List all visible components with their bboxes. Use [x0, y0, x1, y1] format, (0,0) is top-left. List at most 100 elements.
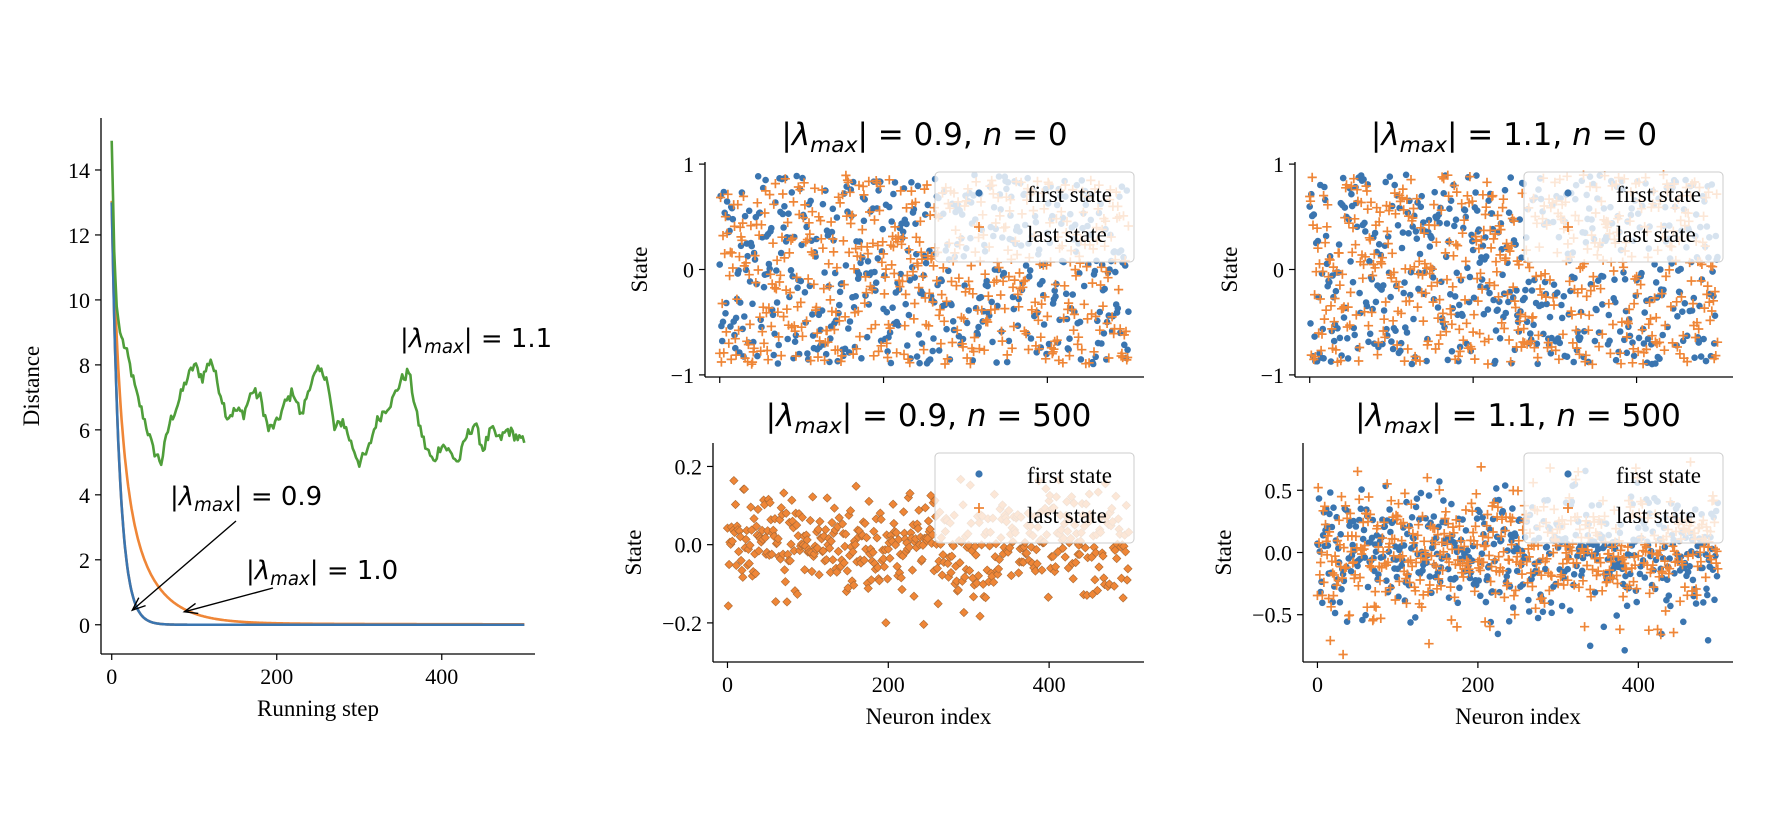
last-state-point — [755, 312, 765, 322]
first-state-point — [1490, 540, 1498, 548]
last-state-point — [893, 231, 903, 242]
series-line-green — [110, 140, 526, 468]
first-state-point — [1692, 600, 1700, 607]
last-state-point — [1084, 358, 1094, 368]
y-tick-label: −1 — [671, 363, 694, 388]
last-state-point — [1037, 299, 1047, 309]
first-state-point — [1556, 339, 1564, 347]
last-state-point — [753, 265, 763, 275]
x-tick-label: 400 — [1622, 672, 1655, 697]
last-state-point — [869, 215, 880, 225]
first-state-point — [1096, 308, 1104, 316]
last-state-point — [828, 234, 838, 244]
last-state-point — [800, 200, 810, 210]
last-state-point — [1032, 307, 1042, 317]
first-state-point — [1505, 298, 1512, 306]
label-lambda: λ — [177, 482, 194, 512]
last-state-point — [996, 290, 1006, 300]
first-state-point — [1358, 486, 1365, 493]
first-state-point — [1435, 211, 1443, 218]
last-state-point — [786, 235, 796, 245]
last-state-point — [779, 253, 789, 263]
last-state-point — [1318, 266, 1328, 277]
first-state-point — [1334, 325, 1341, 332]
first-state-point — [1114, 305, 1122, 312]
first-state-point — [1425, 492, 1433, 499]
last-state-point — [1020, 275, 1030, 285]
last-state-point — [878, 249, 889, 259]
last-state-point — [819, 284, 829, 294]
last-state-point — [874, 205, 885, 216]
last-state-point — [840, 312, 850, 322]
first-state-point — [1550, 281, 1558, 289]
last-state-point — [1321, 305, 1331, 315]
first-state-point — [1704, 591, 1711, 599]
y-tick-label: 14 — [68, 158, 90, 183]
first-state-point — [913, 353, 921, 360]
first-state-point — [865, 301, 873, 308]
last-state-point — [765, 190, 775, 200]
first-state-point — [1451, 222, 1458, 230]
last-state-point — [914, 283, 924, 293]
first-state-point — [1456, 301, 1463, 309]
last-state-point — [860, 272, 871, 282]
last-state-point — [1103, 273, 1113, 283]
last-state-point — [832, 263, 842, 273]
first-state-point — [1452, 216, 1460, 223]
last-state-point — [934, 310, 944, 320]
title-part: n — [967, 398, 987, 434]
last-state-point — [883, 352, 893, 363]
first-state-point — [1641, 309, 1648, 316]
last-state-point — [885, 323, 895, 333]
first-state-point — [905, 311, 913, 319]
last-state-point — [1314, 259, 1325, 269]
first-state-point — [1507, 174, 1514, 181]
last-state-point — [1096, 280, 1106, 290]
last-state-point — [915, 216, 925, 226]
first-state-point — [1076, 269, 1083, 277]
first-state-point — [1543, 543, 1551, 551]
first-state-point — [1473, 207, 1481, 214]
last-state-point — [915, 237, 925, 247]
last-state-point — [797, 331, 808, 341]
first-state-point — [1484, 306, 1492, 313]
first-state-point — [959, 335, 967, 343]
last-state-point — [888, 242, 898, 252]
last-state-point — [792, 272, 802, 282]
first-state-point — [943, 325, 950, 333]
last-state-point — [1069, 325, 1079, 335]
first-state-point — [1403, 329, 1411, 336]
last-state-point — [1091, 311, 1101, 321]
last-state-point — [977, 305, 987, 315]
last-state-point — [804, 218, 814, 228]
first-state-point — [938, 277, 945, 285]
first-state-point — [1362, 228, 1369, 235]
first-state-point — [1446, 205, 1453, 212]
last-state-point — [928, 297, 938, 307]
title-part: | — [1371, 117, 1381, 153]
first-state-point — [1330, 337, 1338, 345]
first-state-point — [1470, 294, 1478, 302]
last-state-point — [1077, 345, 1087, 355]
first-state-point — [1494, 630, 1502, 638]
first-state-point — [1462, 527, 1470, 534]
first-state-point — [1005, 337, 1013, 345]
last-state-point — [1101, 267, 1111, 277]
first-state-point — [1430, 513, 1438, 520]
last-state-point — [899, 349, 909, 359]
y-axis-label: State — [621, 530, 646, 576]
first-state-point — [1077, 356, 1085, 363]
first-state-point — [1402, 171, 1410, 179]
first-state-point — [1486, 289, 1493, 297]
first-state-point — [863, 333, 871, 341]
legend-label-last: last state — [1616, 503, 1696, 528]
last-state-point — [782, 304, 792, 314]
first-state-point — [1331, 609, 1339, 617]
last-state-point — [954, 273, 964, 283]
first-state-point — [1464, 264, 1471, 272]
title-part: = 0 — [1592, 117, 1657, 153]
y-tick-label: 6 — [79, 418, 90, 443]
first-state-point — [1040, 321, 1048, 328]
first-state-point — [1351, 331, 1358, 339]
label-part: | — [246, 556, 255, 586]
